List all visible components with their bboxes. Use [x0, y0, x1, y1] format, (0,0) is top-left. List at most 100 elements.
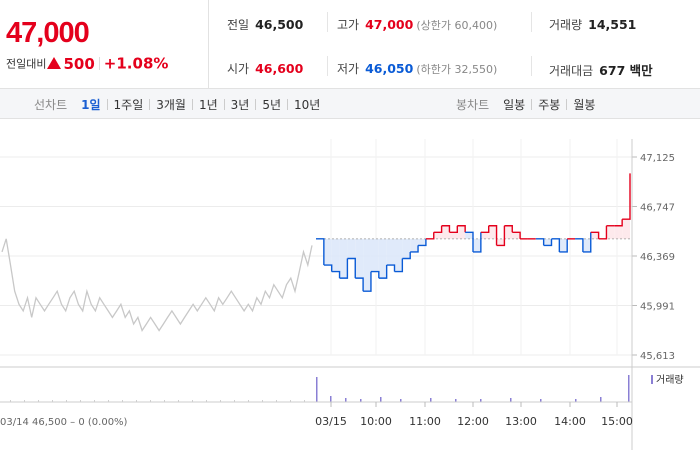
price-fill [323, 219, 630, 292]
fill-down-segment [347, 238, 356, 259]
volume-bar [400, 399, 402, 402]
fill-up-segment [433, 232, 442, 239]
stat-volume: 거래량 14,551 [549, 16, 636, 33]
price-segment-up [496, 225, 506, 247]
tab-1w[interactable]: 1주일 [113, 97, 144, 112]
fill-down-segment [418, 238, 426, 246]
price-segment-down [355, 277, 364, 292]
price-segment-down [473, 232, 482, 253]
price-segment-down [402, 251, 411, 260]
price-segment-up [441, 225, 451, 233]
change-rate: +1.08% [103, 54, 169, 73]
stat-value: 677 백만 [599, 63, 653, 78]
fill-down-segment [386, 238, 395, 266]
stat-amount: 거래대금 677 백만 [549, 60, 653, 79]
volume-bar [10, 400, 11, 402]
fill-up-segment [512, 232, 521, 239]
fill-up-segment [480, 232, 489, 239]
fill-down-segment [410, 238, 419, 252]
fill-up-segment [488, 225, 497, 239]
stat-open: 시가 46,600 [227, 60, 303, 77]
volume-bar [66, 400, 67, 402]
y-tick-label: 46,369 [640, 252, 675, 263]
volume-bar [24, 400, 25, 402]
price-segment-down [370, 270, 380, 279]
stat-label: 전일 [227, 18, 250, 32]
y-tick-label: 47,125 [640, 153, 675, 164]
tab-daily[interactable]: 일봉 [503, 97, 526, 112]
x-axis: 03/15 10:00 11:00 12:00 13:00 14:00 15:00 03/14… [0, 401, 633, 428]
price-segment-up [457, 225, 466, 233]
fill-down-segment [378, 238, 387, 279]
price-line [316, 173, 631, 292]
fill-down-segment [402, 238, 411, 259]
divider [531, 12, 532, 32]
tab-monthly[interactable]: 월봉 [573, 97, 596, 112]
volume-bar [510, 398, 512, 402]
fill-up-segment [496, 238, 505, 246]
fill-up-segment [590, 232, 599, 239]
tab-1d[interactable]: 1일 [81, 97, 101, 112]
fill-up-segment [441, 225, 450, 239]
divider [106, 98, 108, 110]
volume-bar [262, 400, 263, 402]
x-tick-label: 11:00 [409, 415, 441, 428]
divider [255, 98, 257, 110]
price-segment-down [410, 245, 419, 253]
stat-sub: (하한가 32,550) [416, 63, 498, 76]
stat-value: 46,050 [365, 61, 414, 76]
price-segment-down [465, 231, 474, 252]
volume-bar [455, 399, 457, 402]
volume-bar [234, 400, 235, 402]
price-segment-up [512, 231, 521, 239]
price-segment-down [339, 258, 349, 279]
volume-bar [122, 400, 123, 402]
tab-5y[interactable]: 5년 [262, 97, 282, 112]
fill-down-segment [582, 238, 591, 252]
divider [287, 98, 289, 110]
divider [327, 56, 328, 76]
price-segment-up [622, 173, 631, 220]
stat-sub: (상한가 60,400) [416, 19, 498, 32]
volume-bar [430, 398, 432, 402]
volume-bar [380, 397, 382, 402]
fill-up-segment [457, 225, 466, 239]
x-tick-label: 14:00 [554, 415, 586, 428]
price-chart-svg: 47,125 46,747 46,369 45,991 45,613 거래량 03/15… [0, 139, 700, 450]
price-segment-down [331, 270, 341, 279]
price-segment-down [543, 238, 553, 247]
tab-3m[interactable]: 3개월 [156, 97, 186, 112]
fill-up-segment [449, 232, 458, 239]
tab-3y[interactable]: 3년 [230, 97, 250, 112]
tab-1y[interactable]: 1년 [198, 97, 218, 112]
volume-bar [178, 400, 179, 402]
tab-weekly[interactable]: 주봉 [538, 97, 561, 112]
x-tick-label: 03/15 [315, 415, 347, 428]
stat-value: 46,500 [255, 17, 304, 32]
fill-down-segment [465, 232, 473, 239]
volume-bar [628, 375, 630, 402]
stat-value: 47,000 [365, 17, 414, 32]
price-segment-up [425, 232, 435, 240]
y-tick-label: 45,991 [640, 302, 675, 313]
volume-bar [316, 377, 318, 402]
volume-bar [206, 400, 207, 402]
volume-bar [136, 400, 137, 402]
volume-bar [108, 400, 109, 402]
price-segment-down [535, 238, 545, 246]
fill-down-segment [370, 238, 379, 272]
price-segment-down [418, 238, 427, 247]
y-tick-label: 45,613 [640, 351, 675, 362]
x-tick-label: 10:00 [360, 415, 392, 428]
volume-bar [52, 400, 53, 402]
intraday-chart[interactable]: 47,125 46,747 46,369 45,991 45,613 거래량 03/15… [0, 119, 700, 450]
tab-10y[interactable]: 10년 [294, 97, 321, 112]
volume-bars: 거래량 [10, 374, 684, 402]
price-segment-down [386, 264, 396, 272]
quote-stats: 전일 46,500 시가 46,600 고가 47,000 (상한가 60,400) 저… [209, 0, 700, 89]
line-chart-period-tabs: 선차트 1일 1주일 3개월 1년 3년 5년 10년 [34, 89, 324, 119]
price-summary: 47,000 전일대비 500 +1.08% [0, 0, 209, 89]
price-segment-down [394, 258, 404, 273]
price-segment-down [363, 271, 372, 292]
fill-down-segment [331, 238, 340, 272]
